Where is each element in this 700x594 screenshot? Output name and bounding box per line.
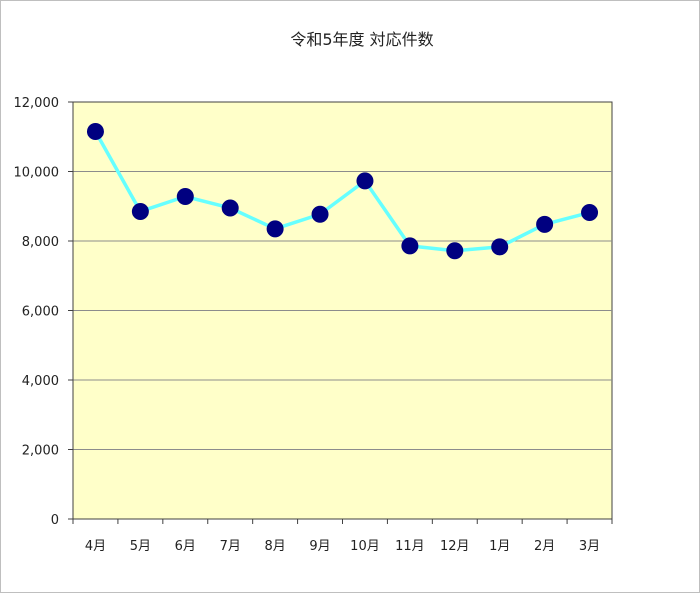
x-tick-label: 2月 bbox=[534, 539, 555, 554]
y-tick-label: 0 bbox=[51, 513, 59, 528]
data-point bbox=[446, 242, 464, 260]
gridlines bbox=[73, 171, 612, 450]
series-layer bbox=[86, 123, 599, 260]
data-point bbox=[86, 123, 104, 141]
x-tick-label: 1月 bbox=[489, 539, 510, 554]
y-tick-label: 10,000 bbox=[14, 166, 60, 181]
x-axis-ticks: 4月 5月 6月 7月 8月 9月 10月 11月 12月 1月 2月 3月 bbox=[85, 539, 600, 554]
y-axis-ticks: 0 2,000 4,000 6,000 8,000 10,000 12,000 bbox=[14, 96, 60, 528]
data-point bbox=[221, 199, 239, 217]
x-tick-label: 9月 bbox=[309, 539, 330, 554]
x-tick-label: 7月 bbox=[220, 539, 241, 554]
y-tick-label: 2,000 bbox=[22, 444, 59, 459]
data-point bbox=[356, 172, 374, 190]
x-tick-label: 10月 bbox=[350, 539, 380, 554]
x-tick-label: 5月 bbox=[130, 539, 151, 554]
x-tick-label: 6月 bbox=[175, 539, 196, 554]
data-point bbox=[401, 237, 419, 255]
data-point bbox=[536, 215, 554, 233]
data-point bbox=[176, 188, 194, 206]
y-tick-label: 8,000 bbox=[22, 235, 59, 250]
data-point bbox=[266, 220, 284, 238]
x-tick-label: 4月 bbox=[85, 539, 106, 554]
y-tick-label: 12,000 bbox=[14, 96, 60, 111]
y-tick-label: 6,000 bbox=[22, 305, 59, 320]
x-tick-label: 3月 bbox=[579, 539, 600, 554]
y-tick-label: 4,000 bbox=[22, 374, 59, 389]
chart-title: 令和5年度 対応件数 bbox=[290, 30, 433, 49]
data-point bbox=[131, 202, 149, 220]
data-point bbox=[491, 238, 509, 256]
x-tick-label: 12月 bbox=[440, 539, 470, 554]
x-tick-label: 11月 bbox=[395, 539, 425, 554]
axes bbox=[68, 101, 613, 524]
data-point bbox=[311, 205, 329, 223]
data-point bbox=[581, 204, 599, 222]
x-tick-label: 8月 bbox=[264, 539, 285, 554]
